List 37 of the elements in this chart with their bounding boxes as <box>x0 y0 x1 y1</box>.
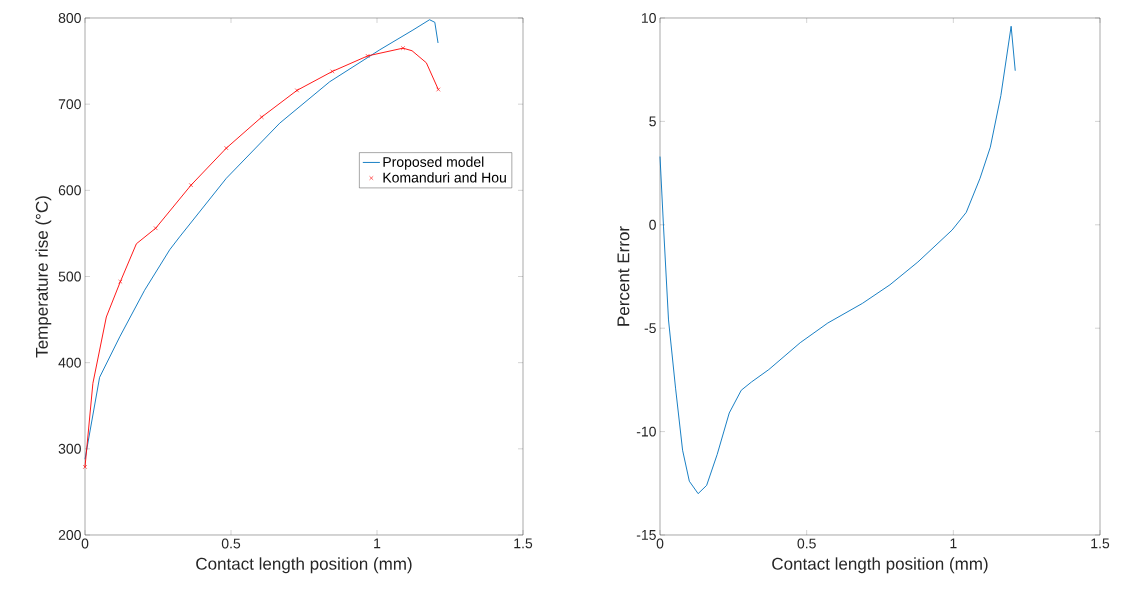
x-axis-title: Contact length position (mm) <box>772 557 988 574</box>
y-tick-label: 600 <box>58 185 81 196</box>
point <box>224 145 229 151</box>
point <box>118 279 123 284</box>
x-tick-label: 0.5 <box>797 538 816 549</box>
point <box>259 114 264 120</box>
x-tick-label: 1 <box>950 538 957 549</box>
line-series <box>659 25 1016 495</box>
y-tick-label: 200 <box>58 530 81 540</box>
y-axis-title: Percent Error <box>617 226 630 326</box>
point <box>153 226 158 231</box>
point <box>188 183 194 188</box>
y-tick-label: 5 <box>649 116 656 127</box>
y-tick-label: 800 <box>58 13 81 23</box>
x-tick-label: 0 <box>656 538 664 549</box>
y-axis-title: Temperature rise (°C) <box>35 196 52 358</box>
x-tick-label: 1 <box>374 538 381 549</box>
point <box>294 88 300 93</box>
x-tick-label: 1.5 <box>1091 538 1110 549</box>
y-tick-label: 500 <box>58 271 81 282</box>
x-tick-label: 0 <box>81 538 89 549</box>
y-tick-label: -10 <box>636 426 656 437</box>
point <box>330 69 335 74</box>
y-tick-label: 10 <box>641 13 656 23</box>
y-tick-label: 300 <box>58 443 81 454</box>
legend-label: Komanduri and Hou <box>383 172 506 183</box>
legend-label: Proposed model <box>383 156 484 170</box>
point <box>400 46 406 51</box>
y-tick-label: 700 <box>58 99 81 110</box>
point <box>365 53 370 59</box>
x-tick-label: 0.5 <box>221 538 241 549</box>
y-tick-label: -15 <box>636 530 656 540</box>
y-tick-label: 0 <box>649 219 656 230</box>
y-tick-label: -5 <box>644 323 656 334</box>
x-tick-label: 1.5 <box>514 538 533 549</box>
y-tick-label: 400 <box>58 357 81 368</box>
x-axis-title: Contact length position (mm) <box>196 557 412 574</box>
